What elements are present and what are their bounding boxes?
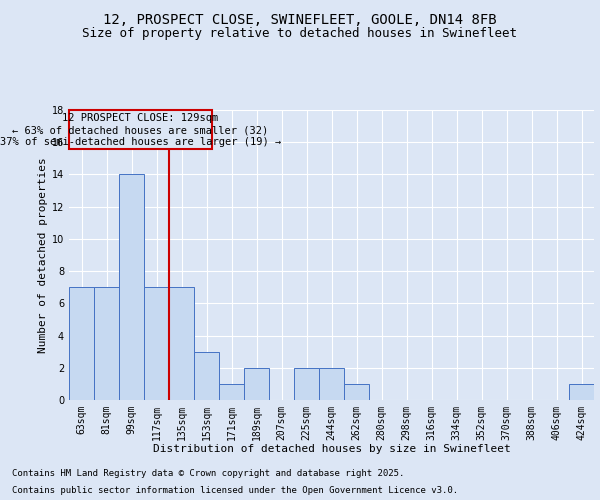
Y-axis label: Number of detached properties: Number of detached properties — [38, 157, 47, 353]
Bar — [244, 368, 269, 400]
Bar — [569, 384, 594, 400]
Bar — [119, 174, 144, 400]
Text: Size of property relative to detached houses in Swinefleet: Size of property relative to detached ho… — [83, 28, 517, 40]
Bar — [144, 287, 169, 400]
Text: 37% of semi-detached houses are larger (19) →: 37% of semi-detached houses are larger (… — [0, 136, 281, 146]
Text: 12 PROSPECT CLOSE: 129sqm: 12 PROSPECT CLOSE: 129sqm — [62, 113, 218, 123]
Bar — [169, 287, 194, 400]
FancyBboxPatch shape — [69, 110, 212, 150]
Bar — [94, 287, 119, 400]
Bar — [319, 368, 344, 400]
X-axis label: Distribution of detached houses by size in Swinefleet: Distribution of detached houses by size … — [152, 444, 511, 454]
Bar — [344, 384, 369, 400]
Bar — [294, 368, 319, 400]
Bar — [219, 384, 244, 400]
Text: ← 63% of detached houses are smaller (32): ← 63% of detached houses are smaller (32… — [12, 126, 268, 136]
Bar — [194, 352, 219, 400]
Bar — [69, 287, 94, 400]
Text: 12, PROSPECT CLOSE, SWINEFLEET, GOOLE, DN14 8FB: 12, PROSPECT CLOSE, SWINEFLEET, GOOLE, D… — [103, 12, 497, 26]
Text: Contains public sector information licensed under the Open Government Licence v3: Contains public sector information licen… — [12, 486, 458, 495]
Text: Contains HM Land Registry data © Crown copyright and database right 2025.: Contains HM Land Registry data © Crown c… — [12, 468, 404, 477]
